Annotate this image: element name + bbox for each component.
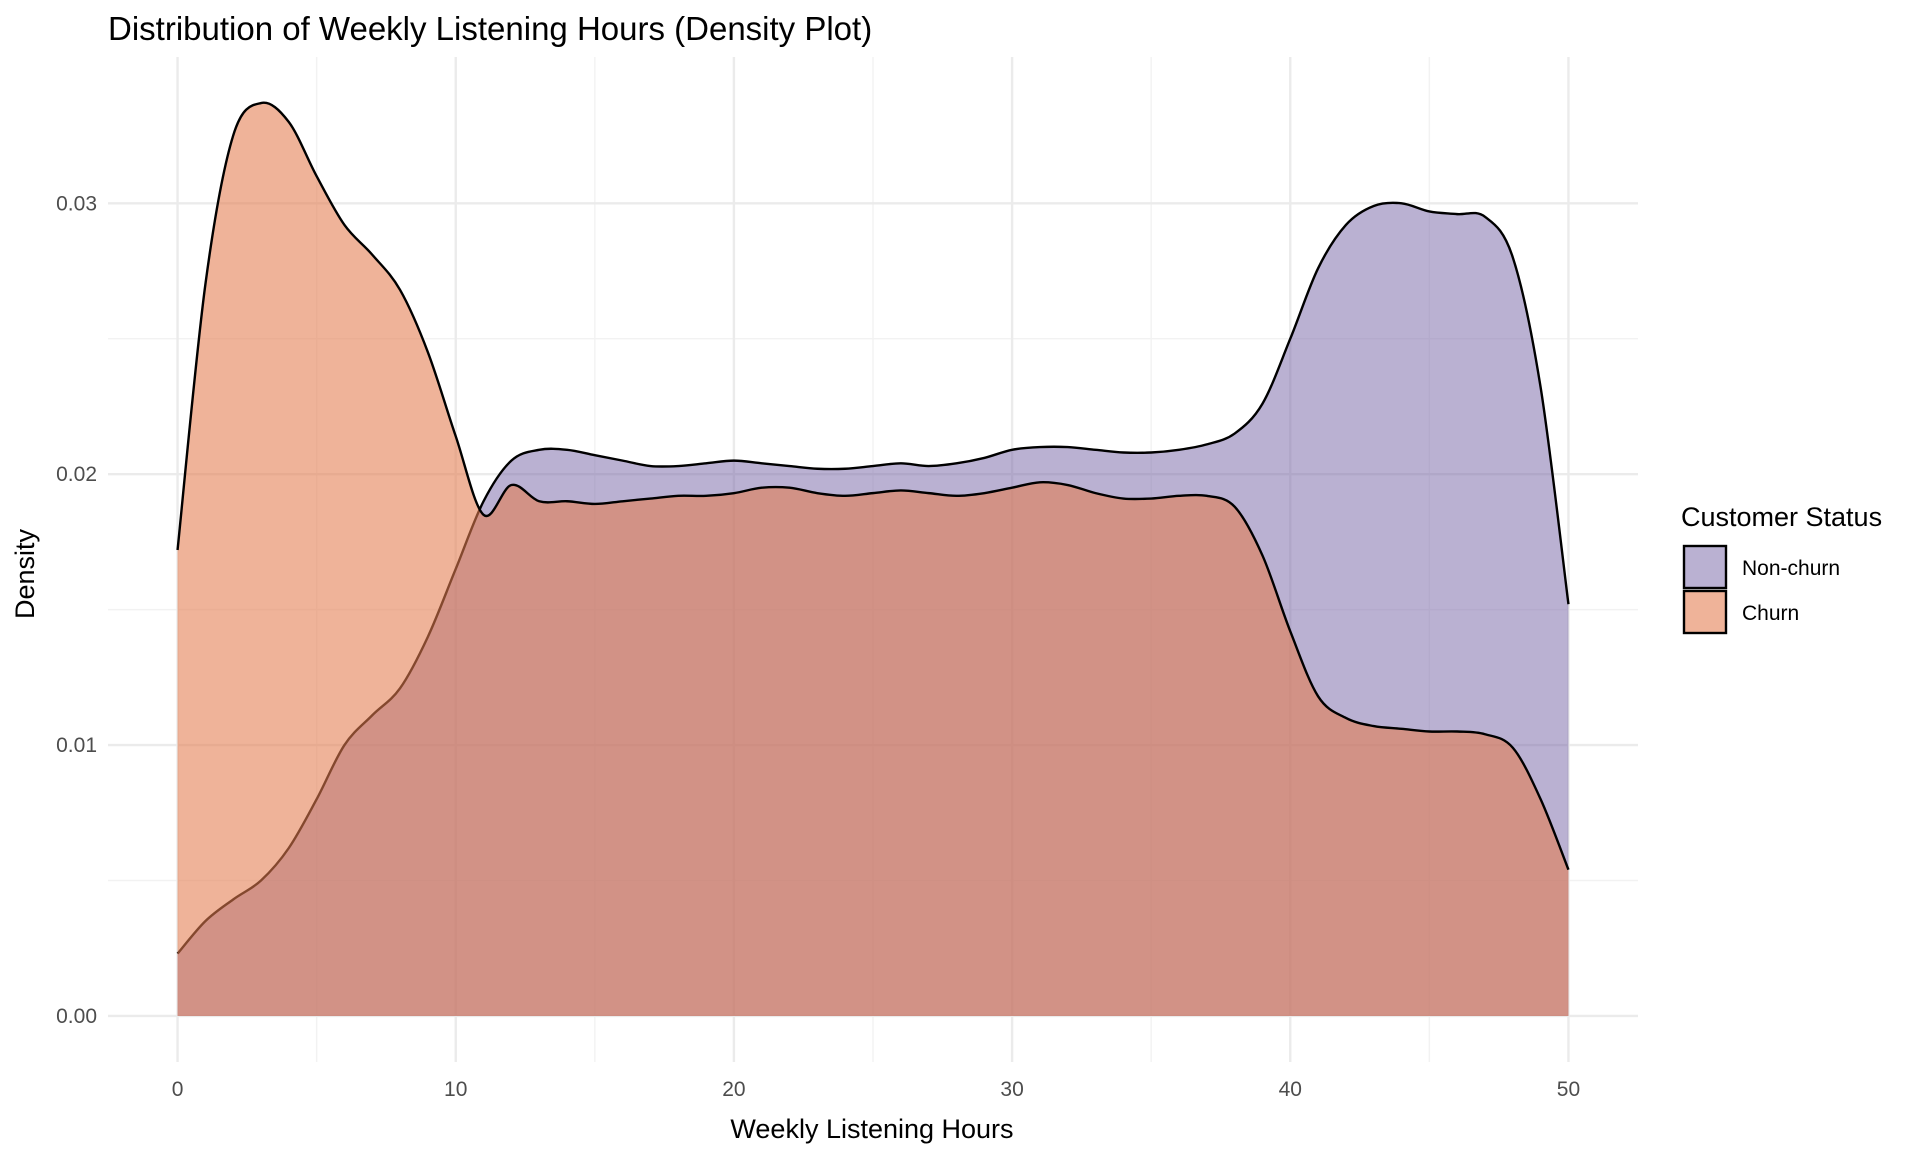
- y-tick-label: 0.03: [56, 192, 97, 215]
- density-line-churn: [176, 101, 1570, 871]
- x-tick-label: 30: [1000, 1078, 1023, 1101]
- y-axis-ticks: 0.00 0.01 0.02 0.03: [56, 192, 97, 1028]
- legend-label-non-churn: Non-churn: [1742, 557, 1840, 580]
- legend-swatch-non-churn: [1682, 544, 1728, 590]
- x-tick-label: 10: [444, 1078, 467, 1101]
- y-axis-title: Density: [10, 528, 40, 619]
- y-tick-label: 0.01: [56, 734, 97, 757]
- legend: Customer Status Non-churn Churn: [1681, 502, 1882, 635]
- y-tick-label: 0.02: [56, 463, 97, 486]
- legend-label-churn: Churn: [1742, 602, 1799, 625]
- x-tick-label: 40: [1279, 1078, 1302, 1101]
- x-axis-ticks: 0 10 20 30 40 50: [172, 1078, 1580, 1101]
- density-area-churn: [177, 102, 1569, 1016]
- y-tick-label: 0.00: [56, 1005, 97, 1028]
- x-tick-label: 50: [1557, 1078, 1580, 1101]
- legend-swatch-churn: [1682, 589, 1728, 635]
- x-tick-label: 0: [172, 1078, 184, 1101]
- density-areas: [176, 101, 1570, 1016]
- chart-title: Distribution of Weekly Listening Hours (…: [108, 10, 872, 47]
- legend-title: Customer Status: [1681, 502, 1882, 532]
- x-axis-title: Weekly Listening Hours: [730, 1114, 1013, 1144]
- x-tick-label: 20: [722, 1078, 745, 1101]
